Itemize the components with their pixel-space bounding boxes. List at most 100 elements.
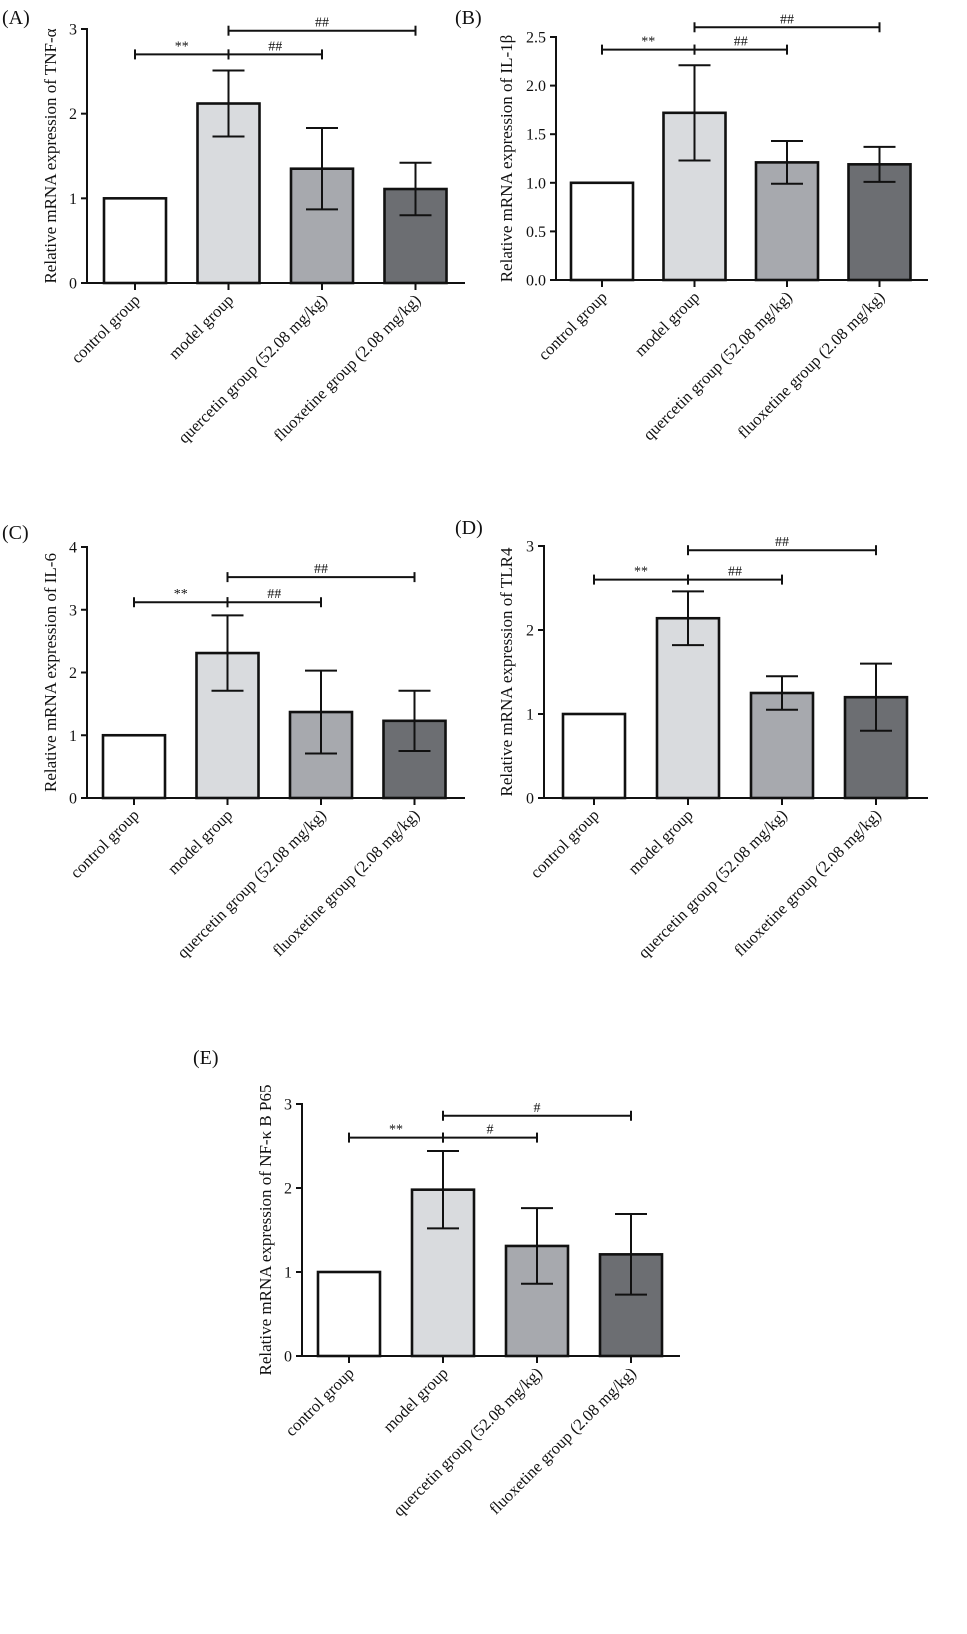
y-tick-label: 0 (526, 791, 534, 808)
y-tick-label: 1 (526, 707, 534, 724)
y-tick-label: 3 (526, 539, 534, 556)
significance-bracket: # (442, 1123, 538, 1143)
significance-label: ** (175, 39, 189, 54)
significance-bracket: ** (601, 35, 696, 55)
error-bar-3 (521, 1207, 553, 1285)
y-tick-label: 3 (69, 22, 77, 39)
significance-bracket: ## (226, 562, 416, 583)
significance-bracket: ## (226, 587, 322, 608)
y-tick-label: 1 (284, 1265, 292, 1282)
chart-panel-c: (C) Relative mRNA expression of IL-6 0 1 2 3 4… (2, 522, 465, 962)
x-category-label: control group (526, 805, 603, 882)
y-tick-label: 3 (284, 1097, 292, 1114)
y-tick-label: 0 (69, 791, 77, 808)
panel-label: (C) (2, 522, 29, 544)
significance-label: ## (780, 12, 794, 27)
y-tick-label: 1 (69, 191, 77, 208)
significance-bracket: ## (687, 565, 783, 585)
y-tick-label: 0 (284, 1349, 292, 1366)
x-category-label: quercetin group (52.08 mg/kg) (173, 805, 330, 962)
x-category-label: control group (281, 1363, 358, 1440)
significance-label: ** (641, 35, 655, 50)
error-bar-4 (398, 689, 431, 752)
error-bar-4 (615, 1213, 647, 1296)
x-category-label: model group (631, 287, 704, 360)
y-tick-label: 0 (69, 276, 77, 293)
error-bar-4 (860, 662, 892, 732)
significance-label: ## (775, 535, 789, 550)
significance-label: # (487, 1123, 494, 1138)
y-tick-label: 2 (69, 106, 77, 123)
y-tick-label: 3 (69, 602, 77, 619)
error-bar-2 (678, 64, 711, 162)
y-tick-label: 1 (69, 728, 77, 745)
error-bar-2 (427, 1150, 459, 1230)
bar-1 (316, 1270, 382, 1358)
significance-label: ## (734, 35, 748, 50)
x-category-label: model group (164, 805, 237, 878)
x-category-label: model group (624, 805, 697, 878)
bar-1 (102, 197, 168, 285)
y-tick-label: 2 (284, 1181, 292, 1198)
significance-label: ## (314, 562, 328, 577)
chart-panel-d: (D) Relative mRNA expression of TLR4 0 1 2 3 c… (455, 517, 928, 962)
significance-label: ** (174, 587, 188, 602)
bar-2 (655, 616, 721, 800)
y-tick-label: 4 (69, 540, 77, 557)
bar-1 (101, 733, 167, 800)
y-tick-label: 0.0 (526, 273, 546, 290)
x-category-label: quercetin group (52.08 mg/kg) (389, 1363, 546, 1520)
significance-bracket: ## (227, 39, 323, 60)
error-bar-3 (771, 140, 803, 185)
error-bar-2 (672, 590, 704, 647)
bar-1 (561, 712, 627, 800)
significance-bracket: ## (693, 12, 881, 33)
x-category-label: model group (379, 1363, 452, 1436)
x-category-label: control group (67, 290, 144, 367)
x-category-label: model group (165, 290, 238, 363)
chart-panel-b: (B) Relative mRNA expression of IL-1β 0.0 0… (455, 7, 928, 444)
error-bar-2 (212, 69, 245, 138)
y-tick-label: 2.5 (526, 30, 546, 47)
y-axis-title: Relative mRNA expression of IL-1β (497, 35, 516, 283)
error-bar-2 (211, 614, 244, 692)
panel-label: (A) (2, 7, 30, 29)
y-tick-label: 2 (526, 623, 534, 640)
error-bar-4 (863, 145, 896, 183)
y-tick-label: 1.0 (526, 175, 546, 192)
panel-label: (B) (455, 7, 482, 29)
x-category-label: quercetin group (52.08 mg/kg) (639, 287, 796, 444)
y-tick-label: 1.5 (526, 127, 546, 144)
significance-label: ## (728, 565, 742, 580)
chart-panel-a: (A) Relative mRNA expression of TNF-α 0 1 2 3… (2, 7, 465, 447)
significance-label: ## (315, 16, 329, 31)
significance-bracket: ** (133, 587, 229, 608)
significance-bracket: ## (687, 535, 877, 556)
significance-label: ** (389, 1123, 403, 1138)
x-category-label: quercetin group (52.08 mg/kg) (634, 805, 791, 962)
error-bar-3 (766, 675, 798, 711)
bar-1 (569, 181, 635, 282)
y-tick-label: 0.5 (526, 224, 546, 241)
significance-label: ## (267, 587, 281, 602)
significance-bracket: ** (593, 565, 689, 585)
significance-bracket: # (442, 1101, 632, 1121)
significance-bracket: ## (693, 35, 788, 55)
y-tick-label: 2 (69, 665, 77, 682)
error-bar-3 (305, 669, 337, 755)
panel-label: (D) (455, 517, 483, 539)
x-category-label: quercetin group (52.08 mg/kg) (174, 290, 331, 447)
x-category-label: fluoxetine group (2.08 mg/kg) (734, 287, 889, 442)
significance-label: ** (634, 565, 648, 580)
bar-4 (847, 163, 912, 282)
y-axis-title: Relative mRNA expression of TLR4 (497, 547, 516, 796)
chart-panel-e: (E) Relative mRNA expression of NF-κ B P6… (193, 1047, 680, 1520)
x-category-label: control group (534, 287, 611, 364)
y-axis-title: Relative mRNA expression of TNF-α (41, 28, 60, 283)
y-axis-title: Relative mRNA expression of NF-κ B P65 (256, 1085, 275, 1376)
y-axis-title: Relative mRNA expression of IL-6 (41, 553, 60, 792)
x-category-label: control group (66, 805, 143, 882)
y-tick-label: 2.0 (526, 78, 546, 95)
error-bar-4 (399, 161, 432, 217)
